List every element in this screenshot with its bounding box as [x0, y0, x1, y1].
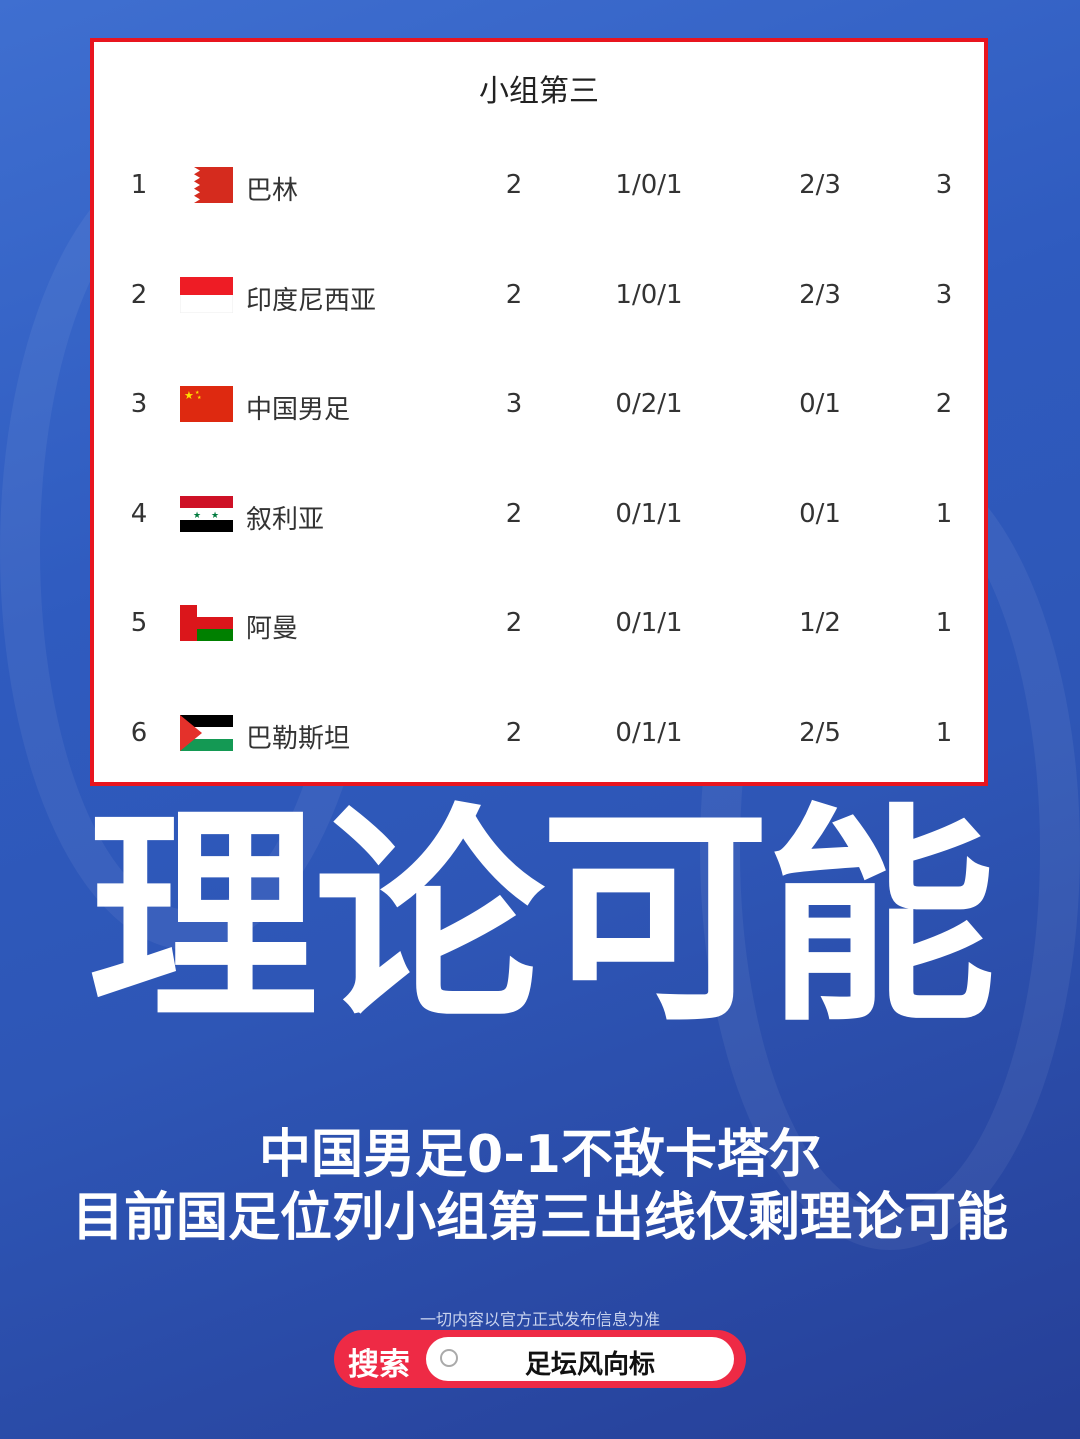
subtitle-line-1: 中国男足0-1不敌卡塔尔 [259, 1125, 821, 1185]
matches-played: 2 [505, 170, 523, 200]
goals: 0/1 [799, 498, 841, 529]
goals: 2/3 [799, 170, 841, 200]
table-row: 1 巴林 2 1/0/1 2/3 3 [94, 156, 984, 216]
team-name: 巴林 [246, 176, 299, 206]
win-draw-loss: 0/1/1 [615, 717, 683, 748]
svg-text:★: ★ [197, 395, 202, 401]
palestine-flag-icon [180, 714, 233, 751]
svg-text:★: ★ [184, 389, 194, 402]
matches-played: 2 [505, 279, 523, 310]
matches-played: 2 [505, 717, 523, 748]
table-row: 5 阿曼 2 0/1/1 1/2 1 [94, 594, 984, 654]
win-draw-loss: 0/1/1 [615, 498, 683, 529]
team-name: 印度尼西亚 [246, 285, 377, 316]
table-row: 6 巴勒斯坦 2 0/1/1 2/5 1 [94, 704, 984, 764]
win-draw-loss: 1/0/1 [615, 279, 683, 310]
rank: 4 [130, 498, 148, 529]
table-row: 3 ★ ★ ★ 中国男足 3 0/2/1 0/1 2 [94, 375, 984, 435]
indonesia-flag-icon [180, 276, 233, 313]
headline: 理论可能 [87, 786, 996, 1053]
disclaimer: 一切内容以官方正式发布信息为准 [419, 1310, 660, 1329]
points: 2 [935, 389, 953, 419]
rank: 3 [130, 389, 148, 419]
win-draw-loss: 0/2/1 [615, 389, 683, 419]
team-name: 叙利亚 [246, 504, 325, 535]
search-query: 足坛风向标 [524, 1350, 655, 1380]
search-input[interactable]: 足坛风向标 [426, 1337, 734, 1381]
oman-flag-icon [180, 605, 233, 641]
team-name: 中国男足 [246, 395, 351, 425]
search-label: 搜索 [348, 1347, 410, 1383]
table-row: 4 ★ ★ 叙利亚 2 0/1/1 0/1 1 [94, 485, 984, 545]
goals: 2/3 [799, 279, 841, 310]
points: 1 [935, 608, 953, 638]
rank: 6 [130, 717, 148, 748]
points: 3 [935, 279, 953, 310]
win-draw-loss: 0/1/1 [615, 608, 683, 638]
points: 1 [935, 717, 953, 748]
team-name: 巴勒斯坦 [246, 723, 351, 754]
subtitle-line-2: 目前国足位列小组第三出线仅剩理论可能 [71, 1188, 1008, 1248]
svg-text:★: ★ [211, 511, 219, 521]
points: 3 [935, 170, 953, 200]
svg-text:★: ★ [193, 511, 201, 521]
rank: 5 [130, 608, 148, 638]
group-title: 小组第三 [479, 74, 599, 109]
goals: 0/1 [799, 389, 841, 419]
matches-played: 3 [505, 389, 523, 419]
win-draw-loss: 1/0/1 [615, 170, 683, 200]
svg-text:★: ★ [195, 390, 200, 396]
matches-played: 2 [505, 608, 523, 638]
standings-card: 小组第三 1 巴林 2 1/0/1 2/3 3 2 印度尼西亚 2 1/0/1 2/3 3 3 ★ ★ ★ 中国… [90, 38, 988, 786]
rank: 2 [130, 279, 148, 310]
search-bar[interactable]: 搜索 足坛风向标 [334, 1330, 746, 1388]
china-flag-icon: ★ ★ ★ [180, 386, 233, 422]
matches-played: 2 [505, 498, 523, 529]
table-row: 2 印度尼西亚 2 1/0/1 2/3 3 [94, 266, 984, 326]
points: 1 [935, 498, 953, 529]
team-name: 阿曼 [246, 614, 299, 644]
bahrain-flag-icon [180, 167, 233, 203]
goals: 2/5 [799, 717, 841, 748]
rank: 1 [130, 170, 148, 200]
syria-flag-icon: ★ ★ [180, 495, 233, 532]
search-icon [440, 1349, 458, 1367]
goals: 1/2 [799, 608, 841, 638]
